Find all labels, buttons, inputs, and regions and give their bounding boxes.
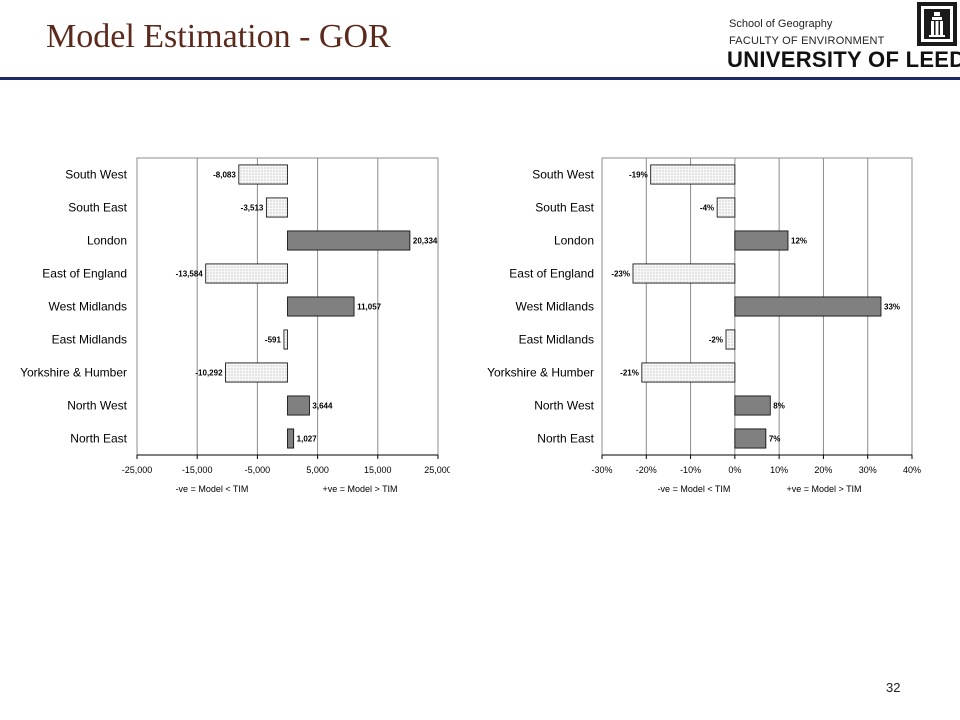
category-label: West Midlands: [49, 300, 127, 314]
data-label: 11,057: [357, 303, 382, 312]
bar-london: [734, 230, 789, 251]
category-label: London: [554, 234, 594, 248]
bar-west-midlands: [287, 296, 355, 317]
category-label: North West: [534, 399, 594, 413]
bar-yorkshire-and-humber: [641, 362, 736, 383]
category-label: East Midlands: [519, 333, 594, 347]
data-label: -21%: [620, 369, 639, 378]
note-positive: +ve = Model > TIM: [786, 484, 861, 494]
bar-north-east: [734, 428, 767, 449]
data-label: 1,027: [297, 435, 318, 444]
x-tick-label: -20%: [636, 465, 657, 475]
data-label: 7%: [769, 435, 781, 444]
bar-west-midlands: [734, 296, 882, 317]
page-number: 32: [886, 680, 901, 695]
header-rule: [0, 77, 960, 80]
data-label: -591: [265, 336, 282, 345]
university-name: UNIVERSITY OF LEEDS: [727, 47, 960, 72]
category-label: East of England: [509, 267, 594, 281]
data-label: -10,292: [195, 369, 223, 378]
data-label: -2%: [709, 336, 723, 345]
bar-north-west: [734, 395, 771, 416]
data-label: 8%: [773, 402, 785, 411]
category-label: East Midlands: [52, 333, 127, 347]
x-tick-label: -25,000: [122, 465, 153, 475]
x-tick-label: -10%: [680, 465, 701, 475]
x-tick-label: 25,000: [424, 465, 450, 475]
x-tick-label: 20%: [814, 465, 832, 475]
bar-north-east: [287, 428, 295, 449]
category-label: London: [87, 234, 127, 248]
bar-south-west: [238, 164, 288, 185]
bar-south-east: [265, 197, 288, 218]
leeds-tower-crest-icon: [917, 2, 957, 46]
x-tick-label: -5,000: [245, 465, 271, 475]
bar-london: [287, 230, 411, 251]
x-tick-label: 40%: [903, 465, 921, 475]
school-name: School of Geography: [729, 18, 833, 30]
bar-south-east: [716, 197, 736, 218]
note-negative: -ve = Model < TIM: [658, 484, 731, 494]
category-label: South West: [532, 168, 594, 182]
gor-percent-difference-chart: -30% -20% -10% 0% 10% 20% 30% 40% South West -19%…: [487, 157, 921, 494]
data-label: -3,513: [241, 204, 264, 213]
data-label: -23%: [611, 270, 630, 279]
bar-east-of-england: [205, 263, 288, 284]
bar-east-midlands: [283, 329, 288, 350]
category-label: North East: [70, 432, 127, 446]
x-tick-label: 5,000: [306, 465, 329, 475]
data-label: -19%: [629, 171, 648, 180]
category-label: Yorkshire & Humber: [20, 366, 127, 380]
gor-count-difference-chart: -25,000 -15,000 -5,000 5,000 15,000 25,000 Sou…: [20, 157, 450, 494]
x-tick-label: -30%: [591, 465, 612, 475]
bar-east-midlands: [725, 329, 736, 350]
x-tick-label: 15,000: [364, 465, 392, 475]
bar-yorkshire-and-humber: [225, 362, 288, 383]
bar-south-west: [650, 164, 736, 185]
bar-east-of-england: [632, 263, 736, 284]
data-label: -8,083: [213, 171, 236, 180]
category-label: South East: [68, 201, 127, 215]
category-label: South East: [535, 201, 594, 215]
category-label: Yorkshire & Humber: [487, 366, 594, 380]
data-label: 33%: [884, 303, 900, 312]
category-label: North West: [67, 399, 127, 413]
category-label: West Midlands: [516, 300, 594, 314]
data-label: 20,334: [413, 237, 438, 246]
x-tick-label: -15,000: [182, 465, 213, 475]
category-label: East of England: [42, 267, 127, 281]
category-label: North East: [537, 432, 594, 446]
slide-title: Model Estimation - GOR: [46, 18, 391, 55]
data-label: 3,644: [312, 402, 333, 411]
x-tick-label: 30%: [859, 465, 877, 475]
faculty-name: FACULTY OF ENVIRONMENT: [729, 35, 885, 47]
note-positive: +ve = Model > TIM: [322, 484, 397, 494]
data-label: -13,584: [176, 270, 204, 279]
category-label: South West: [65, 168, 127, 182]
bar-north-west: [287, 395, 310, 416]
data-label: -4%: [700, 204, 714, 213]
x-tick-label: 10%: [770, 465, 788, 475]
data-label: 12%: [791, 237, 807, 246]
x-tick-label: 0%: [728, 465, 741, 475]
note-negative: -ve = Model < TIM: [176, 484, 249, 494]
